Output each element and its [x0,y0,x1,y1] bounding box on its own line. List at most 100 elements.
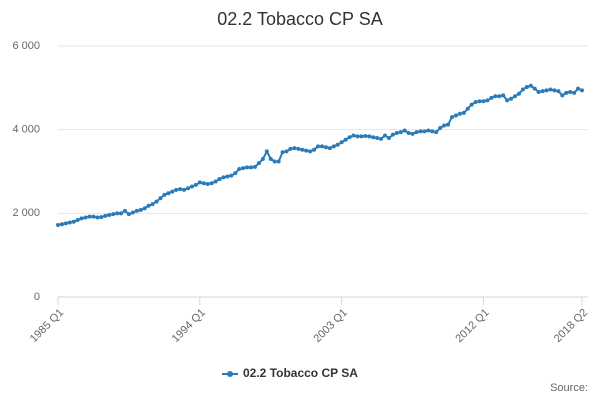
point [398,130,403,135]
line [57,84,583,227]
point [59,222,64,227]
point [217,177,222,182]
point [434,130,439,135]
point [319,144,324,149]
point [83,215,88,220]
point [119,211,124,216]
point [158,196,163,201]
chart-title: 02.2 Tobacco CP SA [217,9,382,29]
point [453,113,458,118]
point [233,171,238,176]
point [501,93,506,98]
point [237,166,242,171]
x-tick-label: 2003 Q1 [312,307,350,345]
point [363,133,368,138]
y-tick-label: 0 [34,291,40,303]
point [473,100,478,105]
point [505,98,510,103]
point [67,220,72,225]
point [576,86,581,91]
point [288,146,293,151]
point [292,146,297,151]
point [371,135,376,140]
point [122,208,127,213]
point [564,90,569,95]
point [229,173,234,178]
point [316,144,321,149]
point [449,115,454,120]
point [493,94,498,99]
point [430,129,435,134]
point [477,99,482,104]
point [268,156,273,161]
point [406,131,411,136]
point [513,94,518,99]
point [272,159,277,164]
point [457,111,462,116]
point [418,129,423,134]
point [252,164,257,169]
point [130,210,135,215]
point [197,180,202,185]
point [489,95,494,100]
point [166,191,171,196]
point [260,156,265,161]
point [300,147,305,152]
legend-label: 02.2 Tobacco CP SA [243,366,358,380]
point [79,216,84,221]
point [225,174,230,179]
point [201,181,206,186]
point [189,184,194,189]
point [205,182,210,187]
point [446,122,451,127]
point [516,91,521,96]
point [323,145,328,150]
point [509,96,514,101]
point [150,202,155,207]
point [249,165,254,170]
point [276,159,281,164]
point [568,90,573,95]
x-tick-label: 2018 Q2 [552,307,590,345]
point [296,146,301,151]
point [182,187,187,192]
point [394,131,399,136]
point [481,99,486,104]
point [465,106,470,111]
point [560,93,565,98]
point [351,133,356,138]
y-tick-label: 4 000 [12,124,40,136]
point [304,148,309,153]
point [327,146,332,151]
point [213,179,218,184]
point [572,90,577,95]
point [469,102,474,107]
point [245,165,250,170]
point [308,149,313,154]
point [103,213,108,218]
point [383,133,388,138]
point [186,186,191,191]
x-tick-label: 2012 Q1 [453,307,491,345]
point [580,88,584,93]
point [138,207,143,212]
point [438,125,443,130]
point [359,134,364,139]
point [528,83,533,88]
point [154,199,159,204]
point [390,132,395,137]
point [107,213,112,218]
point [95,215,100,220]
point [209,181,214,186]
point [410,131,415,136]
point [174,187,179,192]
point [536,90,541,95]
point [556,89,561,94]
point [280,150,285,155]
point [91,214,96,219]
point [142,206,147,211]
point [331,144,336,149]
x-tick-label: 1985 Q1 [28,307,66,345]
